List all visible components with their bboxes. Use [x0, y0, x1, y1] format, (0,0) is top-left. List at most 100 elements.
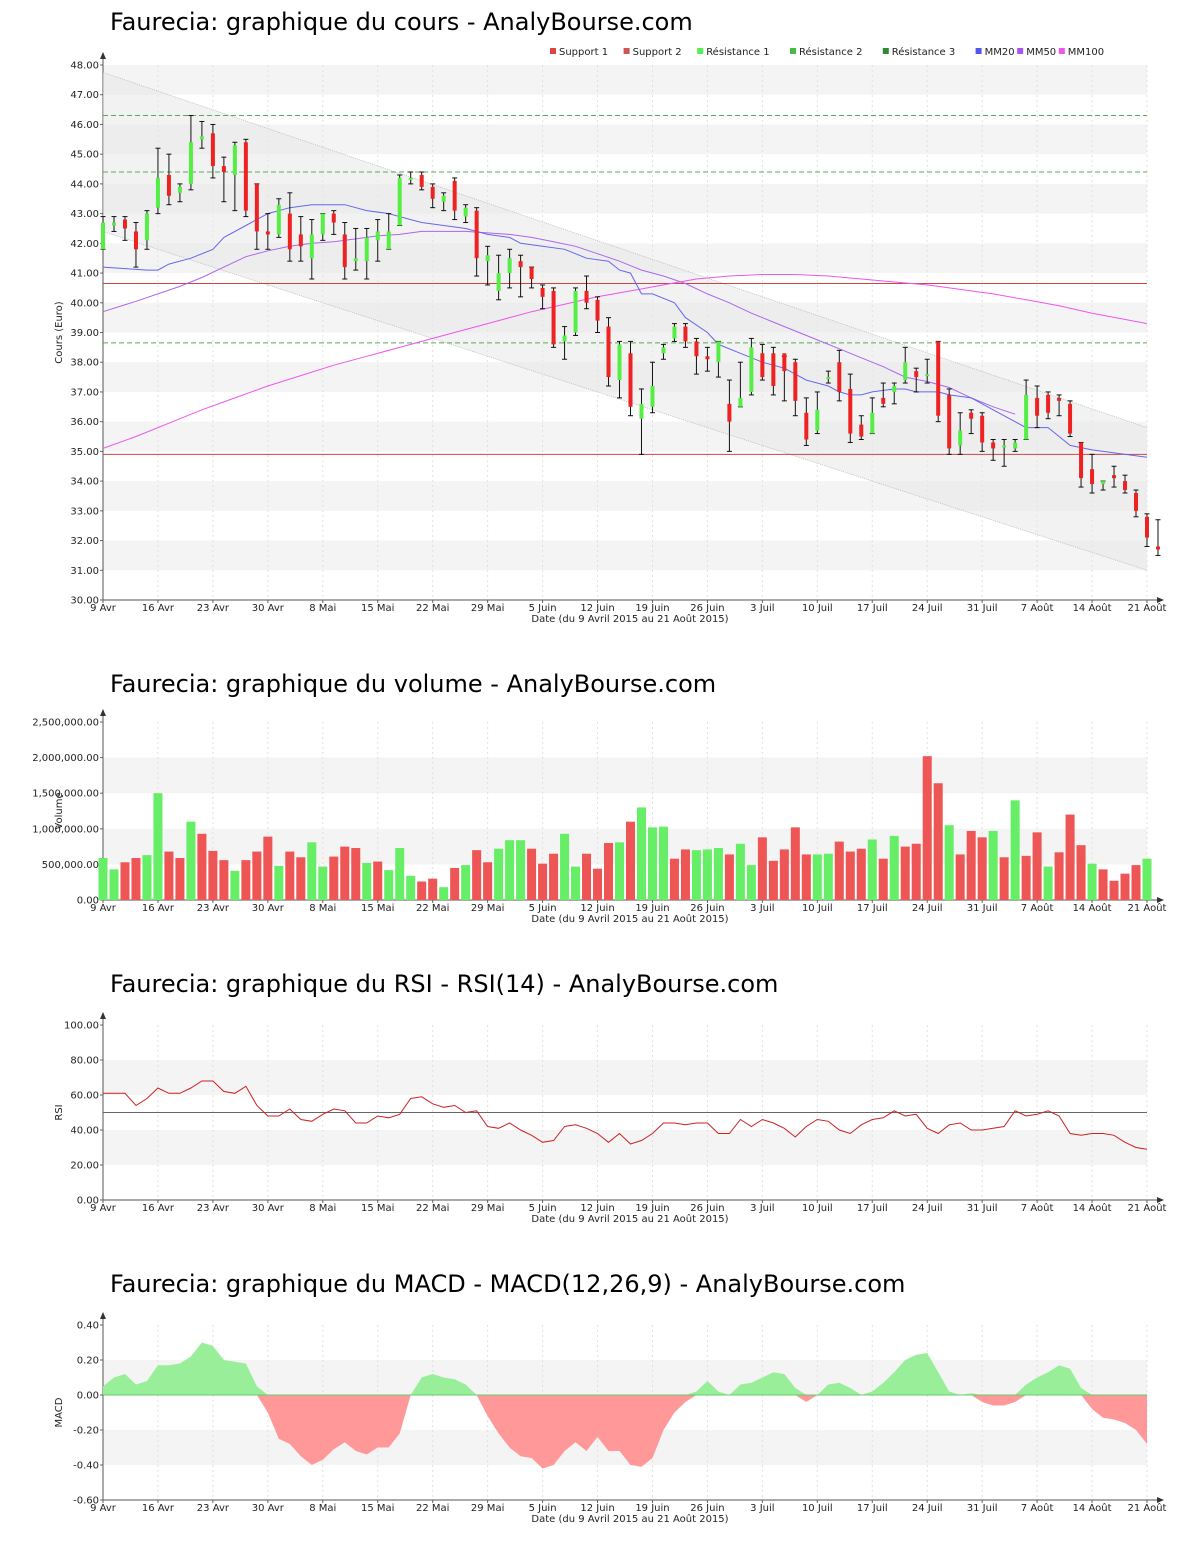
candle-body	[518, 261, 523, 268]
y-axis-title: Cours (Euro)	[54, 301, 65, 364]
volume-bar	[296, 857, 306, 900]
x-tick-label: 29 Mai	[471, 903, 504, 914]
volume-bar	[549, 853, 559, 900]
x-tick-label: 10 Juil	[802, 903, 833, 914]
volume-bar	[1109, 880, 1119, 900]
x-tick-label: 14 Août	[1073, 1202, 1112, 1214]
volume-bar	[483, 862, 493, 900]
volume-bar	[439, 887, 449, 900]
candle-body	[485, 255, 490, 262]
candle-body	[210, 133, 215, 167]
volume-bar	[999, 857, 1009, 900]
volume-bar	[768, 860, 778, 900]
x-tick-label: 3 Juil	[750, 903, 774, 914]
legend-label: Support 2	[633, 47, 682, 58]
candle-body	[232, 145, 237, 175]
x-tick-label: 22 Mai	[416, 1203, 449, 1214]
volume-bar	[966, 830, 976, 900]
candle-body	[969, 412, 974, 419]
x-tick-label: 3 Juil	[750, 1203, 774, 1214]
candle-body	[727, 403, 732, 422]
x-tick-label: 14 Août	[1073, 902, 1112, 914]
volume-bar	[164, 851, 174, 900]
candle-body	[122, 219, 127, 229]
grid-band	[103, 1060, 1147, 1095]
volume-bar	[955, 854, 965, 900]
x-tick-label: 16 Avr	[142, 903, 175, 914]
x-tick-label: 16 Avr	[142, 1203, 175, 1214]
candle-body	[1057, 397, 1062, 401]
x-tick-label: 14 Août	[1073, 1502, 1112, 1514]
volume-bar	[933, 783, 943, 900]
volume-bar	[175, 857, 185, 900]
x-axis-title: Date (du 9 Avril 2015 au 21 Août 2015)	[531, 1213, 728, 1225]
legend-label: MM20	[985, 47, 1015, 58]
volume-bar	[757, 837, 767, 900]
candle-body	[705, 356, 710, 360]
y-tick-label: 2,000,000.00	[32, 753, 99, 764]
x-tick-label: 31 Juil	[967, 903, 998, 914]
candle-body	[1090, 469, 1095, 485]
volume-bar	[889, 835, 899, 900]
legend-swatch	[697, 48, 704, 54]
mm50-line	[102, 230, 1016, 415]
candle-body	[463, 207, 468, 217]
volume-bar	[823, 853, 833, 900]
y-tick-label: 48.00	[70, 61, 99, 72]
candle-body	[221, 166, 226, 172]
volume-bar	[614, 842, 625, 900]
y-tick-label: 40.00	[70, 298, 99, 309]
candle-body	[342, 234, 347, 268]
x-tick-label: 9 Avr	[90, 903, 117, 914]
volume-bar	[856, 848, 866, 900]
y-axis-title: MACD	[54, 1397, 65, 1427]
x-tick-label: 21 Août	[1128, 1502, 1167, 1514]
x-tick-label: 19 Juin	[635, 1503, 669, 1514]
candle-body	[881, 397, 886, 404]
volume-bar	[801, 854, 811, 900]
candle-body	[1134, 493, 1139, 511]
x-tick-label: 3 Juil	[750, 1503, 774, 1514]
candle-body	[496, 273, 501, 291]
macd-chart: -0.60 -0.40 -0.20 0.00 0.20 0.40 9 Avr 16 Avr 23…	[54, 1312, 1167, 1525]
x-tick-label: 23 Avr	[197, 603, 230, 614]
x-tick-label: 5 Juin	[529, 603, 557, 614]
x-tick-label: 15 Mai	[361, 603, 394, 614]
y-axis-arrow	[100, 1012, 106, 1019]
candle-body	[584, 290, 589, 303]
y-tick-label: 2,500,000.00	[32, 718, 99, 729]
macd-negative-area	[103, 1395, 1147, 1469]
y-tick-label: 35.00	[70, 447, 99, 458]
volume-bar	[461, 865, 471, 900]
candle-body	[507, 258, 512, 274]
x-tick-label: 10 Juil	[802, 1203, 833, 1214]
candle-body	[1079, 442, 1084, 479]
volume-bar	[669, 858, 679, 900]
grid-band	[103, 1130, 1147, 1165]
grid-band	[103, 65, 1147, 95]
y-tick-label: -0.40	[73, 1461, 99, 1472]
x-tick-label: 17 Juil	[857, 1203, 888, 1214]
candle-body	[265, 231, 270, 235]
candle-body	[364, 237, 369, 262]
x-axis-arrow	[1157, 1197, 1164, 1203]
volume-bar	[658, 826, 668, 900]
volume-bar	[1131, 865, 1141, 900]
candle-body	[606, 326, 611, 378]
volume-bar	[417, 881, 427, 900]
candle-body	[694, 341, 699, 357]
candle-body	[595, 299, 600, 321]
y-tick-label: 38.00	[70, 358, 99, 369]
candle-body	[562, 335, 567, 342]
candle-body	[441, 195, 446, 202]
price-chart-title: Faurecia: graphique du cours - AnalyBour…	[110, 8, 693, 36]
y-axis-arrow	[100, 1312, 106, 1319]
candle-body	[738, 397, 743, 407]
x-tick-label: 3 Juil	[750, 603, 774, 614]
volume-bar	[153, 793, 163, 900]
candle-body	[980, 415, 985, 443]
x-tick-label: 23 Avr	[197, 1503, 230, 1514]
x-tick-label: 16 Avr	[142, 603, 175, 614]
volume-bar	[571, 866, 581, 900]
volume-bar	[560, 833, 570, 900]
